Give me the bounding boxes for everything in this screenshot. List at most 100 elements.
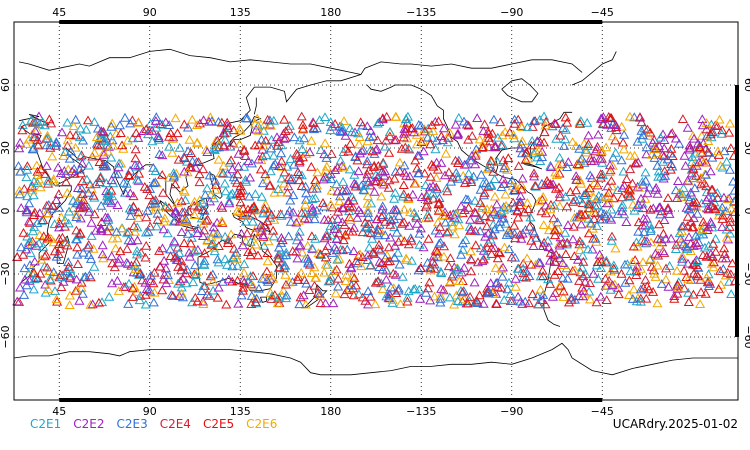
observation-marker [16,202,27,212]
observation-marker [24,198,35,208]
observation-marker [516,122,528,131]
observation-marker [38,231,49,241]
observation-marker [141,212,152,222]
observation-marker [265,287,276,297]
observation-marker [29,207,40,217]
observation-marker [262,114,273,124]
lon-tick-label-bottom: −90 [500,405,523,418]
observation-marker [202,214,213,224]
observation-marker [107,191,118,201]
observation-marker [282,187,293,197]
observation-marker [579,209,590,219]
observation-marker [343,146,354,156]
observation-marker [488,114,499,124]
observation-marker [689,183,700,193]
observation-marker [372,118,383,128]
observation-marker [415,263,426,272]
observation-marker [388,268,399,278]
observation-marker [625,266,636,276]
observation-marker [402,292,413,302]
observation-marker [242,113,253,123]
observation-marker [677,114,688,123]
observation-marker [197,296,209,306]
observation-marker [676,237,687,247]
observation-marker [112,200,123,209]
observation-marker [176,196,187,206]
observation-marker [130,144,141,154]
observation-marker [372,228,383,238]
observation-marker [478,126,489,135]
observation-marker [147,125,158,135]
observation-marker [705,249,716,258]
observation-marker [77,189,88,199]
observation-marker [191,267,202,277]
observation-marker [567,234,579,244]
right-frame-bar [735,85,739,337]
observation-marker [140,289,151,299]
observation-marker [140,299,151,309]
observation-marker [332,214,343,223]
observation-marker [29,132,40,142]
observation-marker [47,151,58,161]
observation-marker [508,185,519,195]
observation-marker [252,113,263,123]
observation-marker [687,130,699,140]
observation-marker [182,167,193,177]
observation-marker [396,218,407,228]
observation-marker [411,139,422,149]
lat-tick-label-right: 60 [742,78,750,92]
observation-marker [475,243,486,253]
observation-marker [557,257,568,267]
observation-marker [627,293,638,303]
observation-marker [656,279,667,288]
observation-marker [244,191,255,201]
observation-marker [589,214,600,223]
observation-marker [306,135,317,145]
observation-marker [528,168,540,178]
observation-marker [681,202,692,212]
observation-marker [429,291,440,301]
observation-marker [340,130,351,140]
observation-marker [181,278,192,288]
observation-marker [235,181,246,191]
observation-marker [507,295,518,305]
observation-marker [659,170,671,180]
observation-marker [667,151,678,160]
observation-marker [330,288,341,298]
observation-marker [684,144,695,154]
observation-marker [420,180,431,190]
observation-marker [606,204,617,214]
observation-marker [96,126,107,136]
observation-marker [244,172,256,182]
observation-marker [420,287,432,297]
observation-marker [295,240,306,250]
observation-marker [366,228,377,238]
observation-marker [325,117,336,126]
observation-marker [431,173,442,182]
observation-marker [320,138,331,148]
observation-marker [489,206,500,216]
observation-marker [515,190,526,200]
observation-marker [189,245,200,255]
observation-marker [110,243,121,253]
observation-marker [19,274,31,284]
observation-marker [83,160,94,170]
observation-marker [682,175,693,185]
observation-marker [652,160,663,170]
observation-marker [306,268,317,277]
observation-marker [721,232,732,242]
observation-marker [276,156,287,166]
observation-marker [239,161,250,171]
observation-marker [702,277,713,287]
observation-marker [544,255,556,265]
observation-marker [491,199,502,209]
observation-marker [219,178,230,188]
observation-marker [390,166,401,176]
observation-marker [212,292,223,302]
observation-marker [431,157,442,167]
observation-marker [717,202,728,212]
observation-marker [199,248,210,258]
observation-marker [299,133,310,143]
observation-marker [297,247,308,257]
observation-marker [555,232,566,242]
